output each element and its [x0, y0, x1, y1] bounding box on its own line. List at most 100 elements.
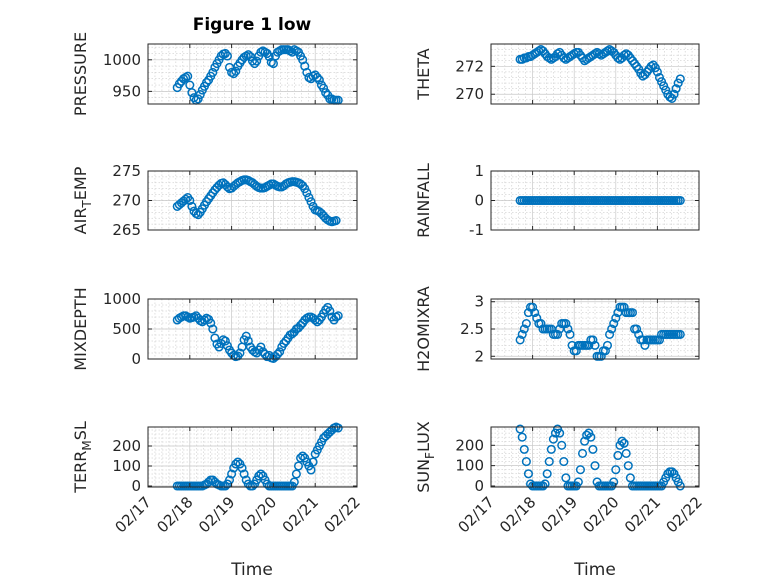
data-point [187, 201, 197, 211]
data-point [623, 461, 633, 471]
data-point [553, 329, 563, 340]
data-point [617, 436, 627, 446]
data-point [540, 479, 550, 489]
data-point [314, 75, 324, 85]
data-point [632, 324, 642, 334]
data-point [675, 74, 685, 84]
x-tick-label: 02/22 [321, 493, 364, 536]
data-point [210, 333, 220, 343]
y-axis-label: MIXDEPTH [71, 287, 90, 370]
y-tick-label: 1000 [103, 290, 141, 308]
data-point [530, 308, 540, 318]
data-point [293, 461, 304, 471]
subplot-pressure: 950 1000 PRESSURE [71, 32, 358, 116]
data-point [237, 463, 247, 473]
data-point [201, 77, 212, 88]
y-axis-label: AIRTEMP [71, 166, 94, 234]
subplot-rainfall: -1 0 1 RAINFALL [414, 162, 700, 239]
x-tick-label: 02/21 [279, 493, 322, 536]
data-point [208, 67, 218, 77]
data-point [291, 469, 301, 479]
y-axis-label: THETA [414, 48, 433, 100]
data-point [671, 84, 681, 94]
data-point [646, 61, 656, 71]
data-point [611, 313, 621, 323]
data-point [298, 451, 308, 461]
data-point [519, 324, 529, 334]
y-tick-label: 0 [474, 477, 484, 495]
data-point [254, 471, 264, 481]
data-point [245, 52, 255, 62]
data-point [528, 302, 538, 312]
data-point [667, 467, 677, 477]
subplot-air_temp: 265 270 275 AIRTEMP [71, 162, 358, 239]
data-point [523, 469, 533, 479]
data-point [220, 336, 230, 346]
y-tick-label: 3 [474, 293, 484, 311]
x-tick-label: 02/19 [538, 493, 581, 536]
data-point [204, 477, 214, 487]
data-point [187, 88, 197, 98]
data-point [181, 194, 191, 204]
data-point [333, 423, 343, 433]
y-tick-label: 272 [455, 57, 484, 75]
x-tick-label: 02/17 [455, 493, 498, 536]
data-point [262, 479, 272, 489]
data-point [600, 346, 610, 356]
data-point [229, 69, 239, 79]
data-point [675, 329, 685, 340]
y-tick-label: 100 [112, 457, 141, 475]
data-point [521, 457, 531, 467]
y-tick-label: 1000 [103, 51, 141, 69]
data-point [312, 72, 322, 83]
x-tick-label: 02/22 [663, 493, 706, 536]
data-point [243, 50, 253, 60]
data-point [669, 89, 679, 99]
data-point [243, 336, 253, 346]
data-point [289, 477, 299, 487]
x-tick-label: 02/18 [496, 493, 539, 536]
data-point [195, 89, 205, 100]
x-tick-label: 02/20 [237, 493, 280, 536]
data-point [235, 348, 245, 358]
y-tick-label: 100 [455, 457, 484, 475]
data-point [544, 53, 554, 63]
data-point [561, 473, 571, 483]
data-point [193, 210, 203, 220]
data-point [621, 448, 631, 458]
data-point [609, 318, 619, 329]
data-point [588, 335, 598, 345]
subplot-mixdepth: 0 500 1000 MIXDEPTH [71, 287, 358, 371]
y-tick-label: 2 [474, 347, 484, 365]
y-tick-label: 1 [474, 162, 484, 180]
data-point [557, 440, 567, 450]
data-point [588, 444, 598, 454]
data-point [544, 457, 554, 467]
y-axis-label: PRESSURE [71, 32, 90, 116]
data-point [675, 481, 685, 491]
data-point [602, 340, 613, 350]
data-point [308, 457, 318, 467]
data-point [206, 318, 216, 328]
data-point [264, 52, 274, 62]
x-tick-label: 02/21 [621, 493, 664, 536]
data-point [319, 83, 329, 93]
data-point [220, 481, 230, 491]
y-tick-label: 200 [455, 436, 484, 454]
data-point [183, 71, 193, 81]
data-point [296, 453, 306, 463]
data-point [555, 428, 565, 438]
axes-box [490, 43, 700, 105]
axes-box [147, 426, 358, 488]
data-point [594, 49, 604, 59]
data-point [287, 47, 297, 57]
data-point [561, 318, 571, 329]
data-point [220, 48, 230, 59]
y-axis-label: TERRMSL [71, 421, 94, 494]
data-point [233, 457, 243, 467]
figure-title: Figure 1 low [193, 15, 312, 35]
data-point [321, 305, 331, 315]
data-point [231, 66, 241, 76]
